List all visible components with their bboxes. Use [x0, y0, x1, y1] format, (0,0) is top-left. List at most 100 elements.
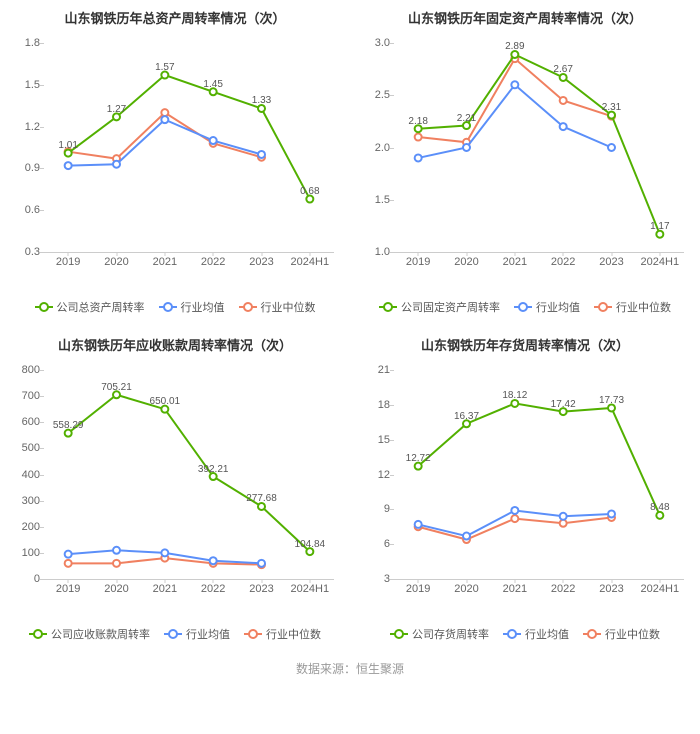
xaxis-label: 2024H1: [641, 252, 680, 268]
yaxis-label: 0.6: [25, 204, 44, 216]
yaxis-label: 3.0: [375, 37, 394, 49]
xaxis-label: 2020: [454, 579, 478, 595]
xaxis-label: 2022: [551, 579, 575, 595]
yaxis-label: 100: [22, 547, 44, 559]
yaxis-label: 6: [384, 538, 394, 550]
yaxis-label: 700: [22, 390, 44, 402]
xaxis-label: 2021: [153, 579, 177, 595]
xaxis-label: 2024H1: [641, 579, 680, 595]
series-marker-avg: [65, 551, 72, 558]
legend-company: 公司应收账款周转率: [29, 626, 150, 642]
series-marker-median: [113, 560, 120, 567]
legend-swatch-icon: [244, 633, 262, 635]
chart-panel-receivable: 山东钢铁历年应收账款周转率情况（次）0100200300400500600700…: [0, 327, 350, 654]
data-label: 2.31: [602, 102, 621, 113]
yaxis-label: 2.5: [375, 89, 394, 101]
yaxis-label: 400: [22, 469, 44, 481]
legend-company: 公司存货周转率: [390, 626, 489, 642]
series-marker-median: [560, 520, 567, 527]
series-marker-median: [560, 97, 567, 104]
xaxis-label: 2020: [454, 252, 478, 268]
data-label: 0.68: [300, 186, 319, 197]
legend: 公司固定资产周转率 行业均值 行业中位数: [356, 293, 694, 323]
data-source: 数据来源：恒生聚源: [0, 654, 700, 687]
legend-avg: 行业均值: [159, 299, 225, 315]
xaxis-label: 2022: [551, 252, 575, 268]
chart-panel-total_asset: 山东钢铁历年总资产周转率情况（次）0.30.60.91.21.51.820192…: [0, 0, 350, 327]
chart-title: 山东钢铁历年总资产周转率情况（次）: [6, 8, 344, 27]
data-label: 1.33: [252, 95, 271, 106]
yaxis-label: 2.0: [375, 142, 394, 154]
legend-label: 公司应收账款周转率: [51, 626, 150, 642]
yaxis-label: 21: [378, 364, 394, 376]
chart-panel-fixed_asset: 山东钢铁历年固定资产周转率情况（次） 1.01.52.02.53.02019202…: [350, 0, 700, 327]
plot-area: 1.01.52.02.53.0201920202021202220232024H…: [394, 43, 684, 253]
series-marker-avg: [65, 162, 72, 169]
yaxis-label: 0: [34, 573, 44, 585]
series-marker-median: [161, 109, 168, 116]
yaxis-label: 1.5: [25, 79, 44, 91]
legend-label: 行业中位数: [266, 626, 321, 642]
series-line-company: [68, 395, 310, 552]
legend-label: 行业均值: [536, 299, 580, 315]
legend-avg: 行业均值: [164, 626, 230, 642]
data-label: 104.84: [295, 538, 326, 549]
chart-area: 0100200300400500600700800201920202021202…: [6, 360, 344, 620]
xaxis-label: 2024H1: [291, 252, 330, 268]
legend-company: 公司固定资产周转率: [379, 299, 500, 315]
yaxis-label: 800: [22, 364, 44, 376]
legend-swatch-icon: [164, 633, 182, 635]
legend-swatch-icon: [594, 306, 612, 308]
series-line-avg: [418, 85, 611, 158]
series-marker-avg: [210, 557, 217, 564]
legend-label: 公司固定资产周转率: [401, 299, 500, 315]
series-marker-avg: [511, 81, 518, 88]
yaxis-label: 1.5: [375, 194, 394, 206]
series-marker-avg: [608, 510, 615, 517]
series-line-avg: [68, 120, 261, 166]
xaxis-label: 2021: [503, 252, 527, 268]
data-label: 18.12: [502, 390, 527, 401]
series-marker-avg: [560, 513, 567, 520]
legend-swatch-icon: [583, 633, 601, 635]
xaxis-label: 2019: [56, 252, 80, 268]
yaxis-label: 600: [22, 416, 44, 428]
series-line-company: [68, 75, 310, 199]
legend-label: 行业均值: [525, 626, 569, 642]
series-marker-avg: [415, 154, 422, 161]
series-marker-avg: [463, 533, 470, 540]
legend-label: 行业中位数: [616, 299, 671, 315]
legend: 公司存货周转率行业均值行业中位数: [356, 620, 694, 650]
xaxis-label: 2024H1: [291, 579, 330, 595]
chart-area: 1.01.52.02.53.0201920202021202220232024H…: [356, 33, 694, 293]
xaxis-label: 2021: [153, 252, 177, 268]
series-marker-avg: [258, 151, 265, 158]
legend-median: 行业中位数: [239, 299, 316, 315]
chart-title: 山东钢铁历年固定资产周转率情况（次）: [356, 8, 694, 27]
plot-area: 0100200300400500600700800201920202021202…: [44, 370, 334, 580]
xaxis-label: 2023: [249, 579, 273, 595]
legend-label: 行业均值: [186, 626, 230, 642]
series-marker-avg: [161, 549, 168, 556]
yaxis-label: 18: [378, 399, 394, 411]
data-label: 1.57: [155, 62, 174, 73]
xaxis-label: 2019: [406, 579, 430, 595]
data-label: 1.27: [107, 104, 126, 115]
legend-swatch-icon: [239, 306, 257, 308]
legend-swatch-icon: [514, 306, 532, 308]
data-label: 2.21: [457, 112, 476, 123]
data-label: 16.37: [454, 411, 479, 422]
legend-label: 行业均值: [181, 299, 225, 315]
data-label: 2.67: [553, 64, 572, 75]
chart-panel-inventory: 山东钢铁历年存货周转率情况（次）369121518212019202020212…: [350, 327, 700, 654]
lines-svg: [394, 370, 684, 579]
lines-svg: [394, 43, 684, 252]
data-label: 17.42: [551, 398, 576, 409]
plot-area: 36912151821201920202021202220232024H112.…: [394, 370, 684, 580]
xaxis-label: 2020: [104, 579, 128, 595]
series-marker-avg: [463, 144, 470, 151]
series-marker-median: [65, 560, 72, 567]
xaxis-label: 2022: [201, 579, 225, 595]
data-label: 650.01: [150, 396, 181, 407]
yaxis-label: 0.9: [25, 162, 44, 174]
